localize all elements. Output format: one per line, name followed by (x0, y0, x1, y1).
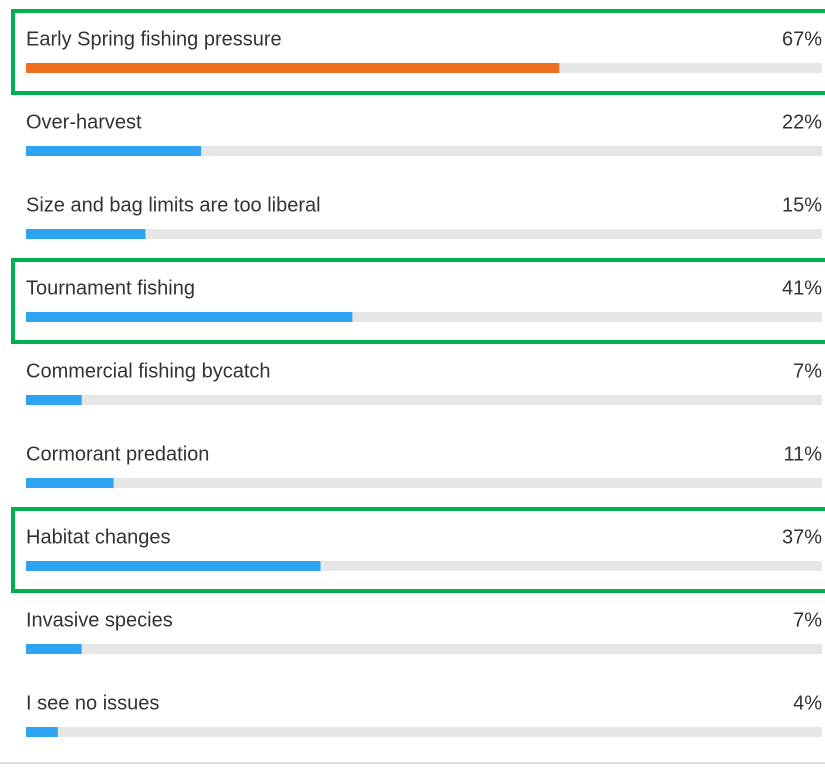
percent-label: 22% (782, 111, 822, 133)
option-label: Over-harvest (26, 111, 142, 133)
bar-track (26, 146, 822, 156)
percent-label: 67% (782, 28, 822, 50)
bar (26, 146, 202, 156)
bar-track (26, 478, 822, 488)
bar-track (26, 561, 822, 571)
percent-label: 37% (782, 526, 822, 548)
bar-track (26, 644, 822, 654)
bar-track (26, 395, 822, 405)
percent-label: 4% (793, 692, 822, 714)
option-label: Invasive species (26, 609, 173, 631)
bar (26, 229, 146, 239)
option-label: Commercial fishing bycatch (26, 360, 271, 382)
bar (26, 63, 560, 73)
highlight-box (11, 258, 825, 344)
bar-track (26, 312, 822, 322)
option-label: I see no issues (26, 692, 159, 714)
percent-label: 7% (793, 609, 822, 631)
percent-label: 7% (793, 360, 822, 382)
highlight-box (11, 507, 825, 593)
bar (26, 644, 82, 654)
bar (26, 561, 321, 571)
option-label: Size and bag limits are too liberal (26, 194, 321, 216)
bar-track (26, 727, 822, 737)
bar (26, 478, 114, 488)
percent-label: 41% (782, 277, 822, 299)
option-label: Habitat changes (26, 526, 171, 548)
bar (26, 727, 58, 737)
option-label: Cormorant predation (26, 443, 209, 465)
bar (26, 395, 82, 405)
option-label: Early Spring fishing pressure (26, 28, 282, 50)
bar (26, 312, 353, 322)
bar-track (26, 229, 822, 239)
percent-label: 15% (782, 194, 822, 216)
percent-label: 11% (783, 443, 822, 465)
option-label: Tournament fishing (26, 277, 195, 299)
highlight-box (11, 9, 825, 95)
